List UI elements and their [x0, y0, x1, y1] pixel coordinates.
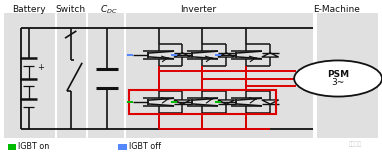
Circle shape [294, 60, 382, 97]
Bar [118, 144, 127, 150]
Text: E-Machine: E-Machine [313, 5, 359, 14]
Text: IGBT off: IGBT off [129, 142, 161, 151]
Text: $C_{DC}$: $C_{DC}$ [100, 3, 118, 16]
Text: 可可电路: 可可电路 [349, 142, 362, 147]
Bar [126, 13, 313, 138]
Bar [88, 13, 124, 138]
Bar [171, 101, 177, 103]
Bar [215, 54, 221, 56]
Text: +: + [37, 63, 44, 72]
Text: Switch: Switch [56, 5, 86, 14]
Text: Inverter: Inverter [181, 5, 217, 14]
Bar [8, 144, 16, 150]
Text: 3~: 3~ [332, 78, 345, 87]
Text: PSM: PSM [327, 70, 349, 79]
Bar [57, 13, 86, 138]
Text: IGBT on: IGBT on [18, 142, 50, 151]
Bar [127, 101, 133, 103]
Bar [171, 54, 177, 56]
Bar [127, 54, 133, 56]
Bar [129, 90, 276, 114]
Text: Battery: Battery [12, 5, 45, 14]
Bar [4, 13, 55, 138]
Bar [215, 101, 221, 103]
Bar [317, 13, 378, 138]
